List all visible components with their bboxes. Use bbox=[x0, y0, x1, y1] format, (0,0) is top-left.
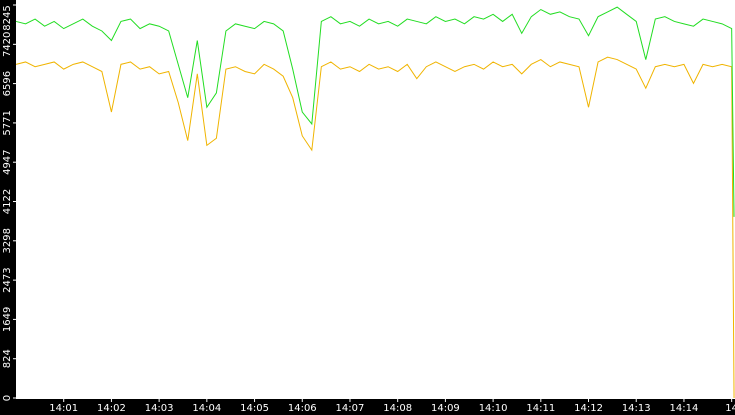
x-tick-label: 14:13 bbox=[622, 403, 651, 414]
y-tick-label: 5771 bbox=[2, 110, 13, 135]
y-tick-label: 8245 bbox=[2, 5, 13, 30]
y-tick-label: 4947 bbox=[2, 149, 13, 174]
y-tick-label: 4122 bbox=[2, 189, 13, 214]
x-tick-label: 14:14 bbox=[670, 403, 699, 414]
y-axis-strip bbox=[0, 0, 16, 415]
y-tick-label: 0 bbox=[2, 395, 13, 401]
y-tick-label: 3298 bbox=[2, 228, 13, 253]
x-axis-strip bbox=[0, 399, 735, 415]
x-tick-label: 14:10 bbox=[479, 403, 508, 414]
x-tick-label: 14:08 bbox=[383, 403, 412, 414]
line bbox=[15, 6, 735, 217]
y-tick-label: 7420 bbox=[2, 32, 13, 57]
x-tick-label: 14:11 bbox=[526, 403, 555, 414]
y-tick-label: 1649 bbox=[2, 307, 13, 332]
x-tick-label: 14:03 bbox=[145, 403, 174, 414]
x-tick-label: 14:01 bbox=[49, 403, 78, 414]
x-tick-label: 14:12 bbox=[574, 403, 603, 414]
x-tick-label: 14:04 bbox=[192, 403, 221, 414]
y-tick-label: 2473 bbox=[2, 267, 13, 292]
x-tick-label: 14 bbox=[725, 403, 735, 414]
x-tick-label: 14:05 bbox=[240, 403, 269, 414]
line bbox=[15, 56, 735, 399]
y-tick-label: 824 bbox=[2, 349, 13, 368]
x-tick-label: 14:09 bbox=[431, 403, 460, 414]
y-tick-label: 6596 bbox=[2, 71, 13, 96]
x-tick-label: 14:07 bbox=[336, 403, 365, 414]
x-tick-label: 14:06 bbox=[288, 403, 317, 414]
x-tick-label: 14:02 bbox=[97, 403, 126, 414]
